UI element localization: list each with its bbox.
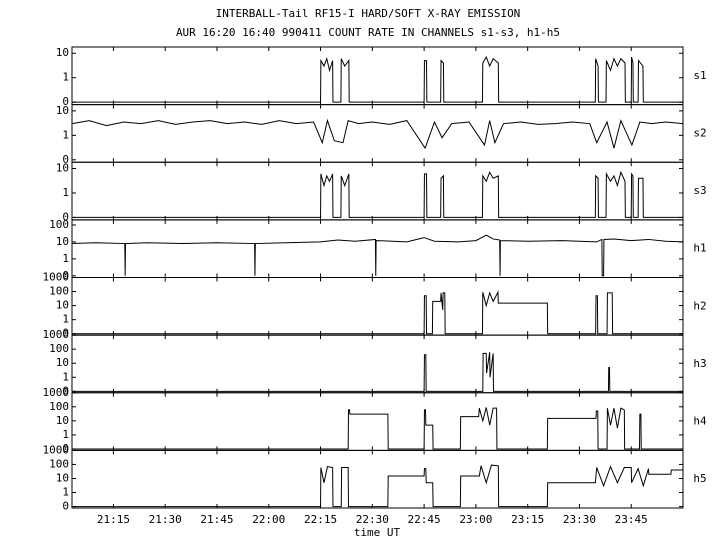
panel-label: s2 (693, 126, 706, 139)
panel-frame (71, 449, 684, 509)
chart-title: INTERBALL-Tail RF15-I HARD/SOFT X-RAY EM… (216, 7, 521, 20)
y-tick-label: 0 (62, 153, 69, 166)
panel-label: h2 (693, 299, 706, 312)
y-tick-label: 1000 (43, 443, 70, 456)
y-tick-label: 1 (62, 486, 69, 499)
panel-label: h1 (693, 242, 706, 255)
y-tick-label: 1 (62, 128, 69, 141)
data-line (71, 118, 684, 150)
y-tick-label: 10 (56, 299, 69, 312)
y-tick-label: 100 (49, 285, 69, 298)
y-tick-label: 1 (62, 71, 69, 84)
y-tick-label: 10 (56, 104, 69, 117)
x-tick-label: 23:30 (563, 513, 596, 526)
x-tick-label: 22:00 (252, 513, 285, 526)
panel-label: h3 (693, 357, 706, 370)
y-tick-label: 100 (49, 400, 69, 413)
y-tick-label: 0 (62, 442, 69, 455)
data-line (72, 464, 683, 508)
chart-subtitle: AUR 16:20 16:40 990411 COUNT RATE IN CHA… (176, 26, 560, 39)
panel-label: s1 (693, 69, 706, 82)
y-tick-label: 0 (62, 500, 69, 513)
y-tick-label: 1 (62, 252, 69, 265)
y-tick-label: 1000 (43, 386, 70, 399)
y-tick-label: 1 (62, 186, 69, 199)
y-tick-label: 10 (56, 235, 69, 248)
y-tick-label: 1 (62, 313, 69, 326)
x-tick-label: 22:45 (408, 513, 441, 526)
panel-label: h5 (693, 472, 706, 485)
data-line (72, 55, 683, 103)
y-tick-label: 1000 (43, 328, 70, 341)
y-tick-label: 10 (56, 414, 69, 427)
panel-label: h4 (693, 415, 707, 428)
data-line (71, 234, 684, 277)
x-tick-label: 21:15 (97, 513, 130, 526)
y-tick-label: 0 (62, 327, 69, 340)
y-tick-label: 0 (62, 95, 69, 108)
data-line (72, 407, 683, 450)
x-tick-label: 23:00 (459, 513, 492, 526)
panel-label: s3 (693, 184, 706, 197)
y-tick-label: 10 (56, 161, 69, 174)
x-tick-label: 21:45 (200, 513, 233, 526)
y-tick-label: 0 (62, 210, 69, 223)
x-tick-label: 21:30 (149, 513, 182, 526)
x-tick-label: 22:15 (304, 513, 337, 526)
y-tick-label: 100 (49, 342, 69, 355)
y-tick-label: 10 (56, 46, 69, 59)
x-axis-label: time UT (354, 526, 401, 539)
y-tick-label: 1000 (43, 271, 70, 284)
y-tick-label: 100 (49, 218, 69, 231)
x-tick-label: 23:45 (615, 513, 648, 526)
data-line (72, 290, 683, 335)
y-tick-label: 0 (62, 269, 69, 282)
y-tick-label: 10 (56, 471, 69, 484)
x-tick-label: 23:15 (511, 513, 544, 526)
y-tick-label: 10 (56, 356, 69, 369)
data-line (72, 170, 683, 218)
x-tick-label: 22:30 (356, 513, 389, 526)
y-tick-label: 1 (62, 370, 69, 383)
data-line (72, 352, 683, 392)
y-tick-label: 1 (62, 428, 69, 441)
y-tick-label: 0 (62, 384, 69, 397)
y-tick-label: 100 (49, 457, 69, 470)
